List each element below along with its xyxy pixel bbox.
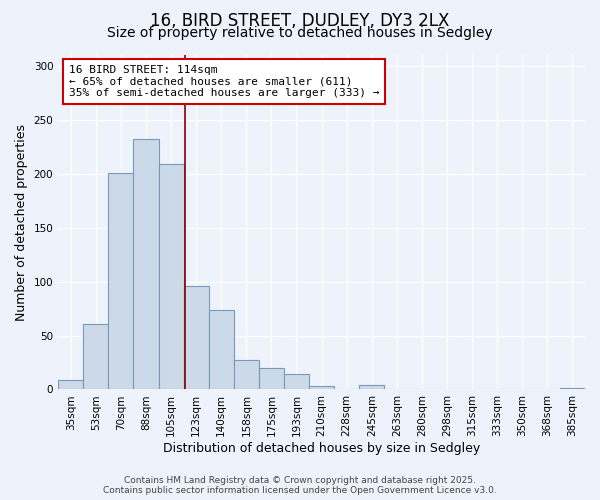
Bar <box>284 374 309 390</box>
Bar <box>560 388 585 390</box>
X-axis label: Distribution of detached houses by size in Sedgley: Distribution of detached houses by size … <box>163 442 480 455</box>
Bar <box>209 310 234 390</box>
Bar <box>184 286 209 390</box>
Bar <box>309 386 334 390</box>
Bar <box>259 368 284 390</box>
Y-axis label: Number of detached properties: Number of detached properties <box>15 124 28 320</box>
Bar <box>158 164 184 390</box>
Text: 16, BIRD STREET, DUDLEY, DY3 2LX: 16, BIRD STREET, DUDLEY, DY3 2LX <box>151 12 449 30</box>
Text: 16 BIRD STREET: 114sqm
← 65% of detached houses are smaller (611)
35% of semi-de: 16 BIRD STREET: 114sqm ← 65% of detached… <box>69 65 379 98</box>
Bar <box>83 324 109 390</box>
Bar <box>234 360 259 390</box>
Bar <box>109 172 133 390</box>
Text: Contains HM Land Registry data © Crown copyright and database right 2025.
Contai: Contains HM Land Registry data © Crown c… <box>103 476 497 495</box>
Bar <box>133 139 158 390</box>
Bar <box>359 385 385 390</box>
Text: Size of property relative to detached houses in Sedgley: Size of property relative to detached ho… <box>107 26 493 40</box>
Bar <box>58 380 83 390</box>
